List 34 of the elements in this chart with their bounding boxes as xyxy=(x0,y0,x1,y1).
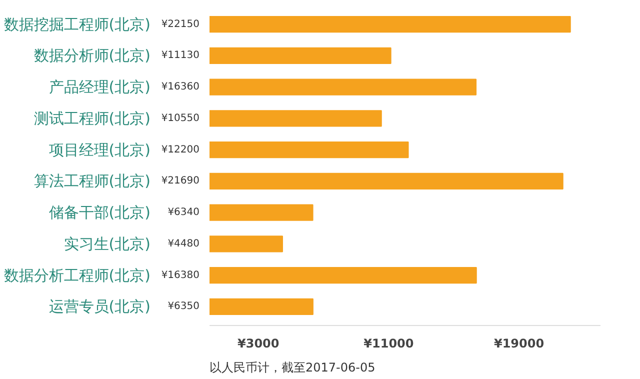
y-tick-label: 项目经理(北京) xyxy=(48,140,151,159)
data-label: ¥6350 xyxy=(168,301,200,312)
y-tick-label: 测试工程师(北京) xyxy=(34,109,151,128)
data-label: ¥12200 xyxy=(161,144,200,156)
y-tick-label: 数据分析师(北京) xyxy=(34,46,151,65)
data-label: ¥21690 xyxy=(161,176,200,187)
y-tick-label: 运营专员(北京) xyxy=(48,298,151,316)
y-tick-label: 数据挖掘工程师(北京) xyxy=(4,15,151,34)
y-tick-label: 算法工程师(北京) xyxy=(34,172,151,190)
bar xyxy=(210,266,477,284)
data-label: ¥22150 xyxy=(161,18,200,30)
y-tick-label: 产品经理(北京) xyxy=(48,78,151,96)
bar xyxy=(210,141,409,158)
bar xyxy=(210,298,314,316)
data-label: ¥10550 xyxy=(161,112,200,124)
text: 以人民币计，截至2017-06-05 xyxy=(210,360,376,374)
bar xyxy=(210,204,314,221)
y-tick-label: 实习生(北京) xyxy=(64,234,151,253)
y-tick-label: 数据分析工程师(北京) xyxy=(4,266,151,284)
x-tick-label: ¥19000 xyxy=(494,336,544,350)
data-label: ¥4480 xyxy=(168,238,200,250)
bar xyxy=(210,78,477,96)
y-tick-label: 储备干部(北京) xyxy=(48,204,151,222)
bar xyxy=(210,172,564,190)
data-label: ¥16380 xyxy=(161,270,200,281)
bar xyxy=(210,110,382,127)
x-tick-label: ¥11000 xyxy=(364,336,414,350)
bar xyxy=(210,16,571,33)
bar xyxy=(210,47,392,64)
data-label: ¥11130 xyxy=(161,50,200,62)
data-label: ¥16360 xyxy=(161,82,200,93)
bar xyxy=(210,236,283,252)
data-label: ¥6340 xyxy=(168,207,200,218)
x-tick-label: ¥3000 xyxy=(238,336,280,350)
